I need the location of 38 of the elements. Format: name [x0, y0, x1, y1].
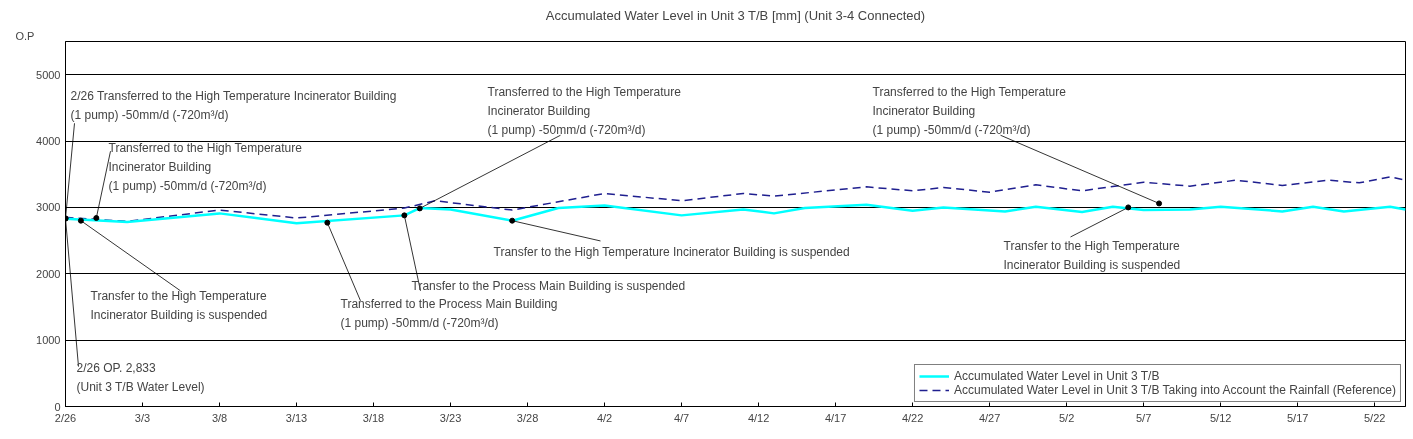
annotation: 2/26 Transferred to the High Temperature Incinerator Building (1 pump) -50mm/d (-720m³/d)	[70, 89, 397, 123]
chart-title: Accumulated Water Level in Unit 3 T/B [mm] (Unit 3-4 Connected)	[545, 7, 926, 23]
annotation: Transfer to the High Temperature Incinerator Building is suspended	[90, 288, 268, 322]
x-tick-label: 3/28	[516, 411, 539, 424]
y-tick-label: 5000	[36, 68, 61, 81]
legend-label: Accumulated Water Level in Unit 3 T/B	[953, 369, 1160, 383]
annotation: Transferred to the Process Main Building (1 pump) -50mm/d (-720m³/d)	[340, 296, 558, 330]
x-tick-label: 3/3	[134, 411, 151, 424]
x-tick-label: 4/22	[901, 411, 924, 424]
x-tick-label: 4/2	[596, 411, 613, 424]
annotation: Transferred to the High Temperature Incinerator Building (1 pump) -50mm/d (-720m³/d)	[487, 85, 682, 138]
annotation: Transferred to the High Temperature Incinerator Building (1 pump) -50mm/d (-720m³/d)	[872, 85, 1067, 138]
x-tick-label: 3/8	[211, 411, 228, 424]
x-tick-label: 5/17	[1286, 411, 1309, 424]
annotation: Transferred to the High Temperature Incinerator Building (1 pump) -50mm/d (-720m³/d)	[108, 141, 303, 194]
y-tick-label: 4000	[36, 135, 61, 148]
legend-label: Accumulated Water Level in Unit 3 T/B Taking into Account the Rainfall (Reference)	[953, 383, 1396, 397]
y-tick-label: 0	[54, 400, 61, 413]
y-tick-label: 2000	[36, 267, 61, 280]
y-axis-title: O.P	[15, 29, 35, 42]
x-tick-label: 3/18	[362, 411, 385, 424]
x-tick-label: 5/2	[1059, 411, 1075, 424]
x-tick-label: 4/27	[978, 411, 1001, 424]
annotation: Transfer to the High Temperature Incinerator Building is suspended	[493, 244, 850, 259]
annotation: Transfer to the High Temperature Incinerator Building is suspended	[1003, 238, 1181, 272]
x-tick-label: 3/23	[439, 411, 462, 424]
y-tick-label: 3000	[36, 201, 61, 214]
x-tick-label: 5/22	[1363, 411, 1386, 424]
x-tick-label: 2/26	[54, 411, 77, 424]
x-tick-label: 4/12	[747, 411, 770, 424]
x-tick-label: 5/12	[1209, 411, 1232, 424]
annotation: Transfer to the Process Main Building is suspended	[411, 278, 686, 293]
annotation: 2/26 OP. 2,833 (Unit 3 T/B Water Level)	[76, 360, 205, 394]
x-tick-label: 3/13	[285, 411, 308, 424]
x-tick-label: 5/7	[1136, 411, 1152, 424]
y-tick-label: 1000	[36, 334, 61, 347]
x-tick-label: 4/17	[824, 411, 847, 424]
x-tick-label: 4/7	[673, 411, 690, 424]
